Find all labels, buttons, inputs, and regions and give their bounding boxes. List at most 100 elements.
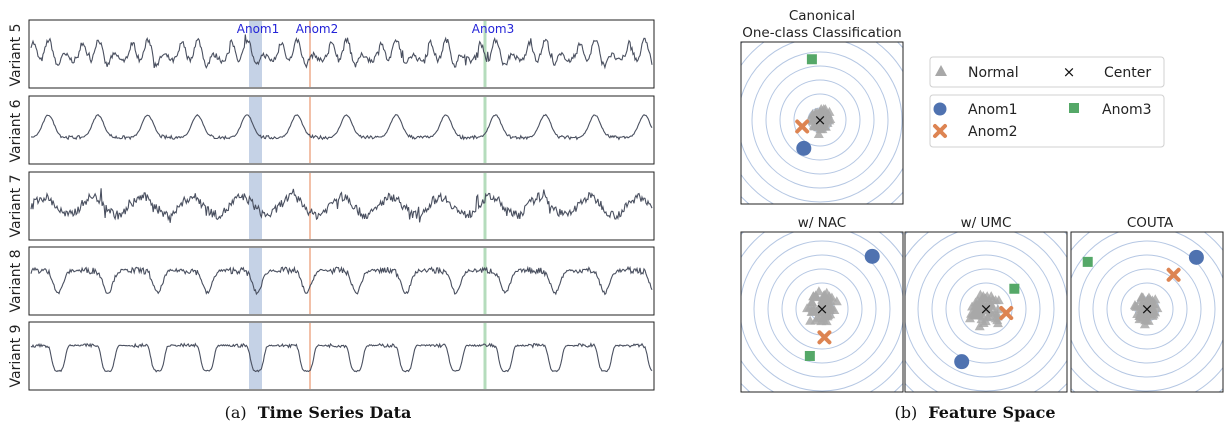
anom3-point [1009, 283, 1020, 294]
anom2-point [795, 119, 810, 134]
variant-panel [28, 95, 655, 165]
hypersphere-ring [1120, 282, 1174, 336]
anom1-band [249, 248, 262, 314]
normal-point [971, 300, 982, 310]
variant-series-line [30, 34, 653, 70]
feature-panel-frame [740, 231, 904, 393]
anom3-point [1082, 256, 1093, 267]
normal-point [1129, 300, 1140, 310]
normal-point [964, 313, 975, 323]
normal-point [817, 110, 828, 120]
variant-frame [28, 321, 655, 391]
normal-point [810, 291, 821, 301]
variant-panel [28, 321, 655, 391]
caption-a-title: Time Series Data [258, 403, 412, 422]
normal-point [984, 305, 995, 315]
panel-umc-title: w/ UMC [961, 215, 1012, 231]
normal-point [824, 299, 835, 309]
time-series-plot [28, 19, 655, 391]
hypersphere-ring [945, 268, 1027, 350]
hypersphere-ring [767, 254, 877, 364]
normal-point [986, 298, 997, 308]
center-marker: × [816, 300, 829, 318]
legend-box-top [929, 56, 1165, 88]
hypersphere-ring [917, 240, 1055, 378]
normal-point [984, 311, 995, 321]
hypersphere-ring [1023, 185, 1225, 426]
legend-anom2-marker [933, 124, 947, 138]
hypersphere-ring [1092, 254, 1202, 364]
anom3-point [804, 350, 815, 361]
variant-panel [28, 19, 655, 89]
variant-8-label: Variant 8 [8, 249, 24, 312]
anom1-band [249, 323, 262, 389]
hypersphere-ring [793, 93, 847, 147]
legend-box-bottom [929, 94, 1165, 148]
normal-point [824, 106, 835, 116]
feature-panel-frame [904, 231, 1068, 393]
variant-frame [28, 171, 655, 241]
caption-b-prefix: (b) [894, 403, 917, 422]
normal-point [1136, 303, 1147, 313]
anom2-point [1166, 267, 1181, 282]
normal-point [813, 286, 824, 296]
variant-panel [28, 171, 655, 241]
normal-point [1134, 314, 1145, 324]
hypersphere-ring [1106, 268, 1188, 350]
anom1-band [249, 21, 262, 87]
center-marker: × [980, 300, 993, 318]
anom1-point [864, 248, 880, 264]
anom2-point [999, 306, 1014, 321]
normal-point [806, 306, 817, 316]
panel-canonical-title-2: One-class Classification [742, 25, 902, 41]
normal-point [813, 128, 824, 138]
variant-series-line [30, 265, 653, 296]
hypersphere-ring [751, 51, 889, 189]
variant-frame [28, 246, 655, 316]
caption-a: (a) Time Series Data [225, 403, 412, 422]
variant-series-line [30, 188, 653, 223]
legend-normal-label: Normal [968, 65, 1019, 81]
normal-point [821, 316, 832, 326]
legend-center-marker: × [1063, 63, 1076, 81]
variant-series-line [31, 113, 653, 141]
normal-point [992, 318, 1003, 328]
feature-panel: × [740, 41, 904, 205]
normal-point [823, 310, 834, 320]
anom1-point [1188, 249, 1204, 265]
normal-point [812, 312, 823, 322]
caption-a-prefix: (a) [225, 403, 247, 422]
variant-series-line [30, 342, 653, 373]
panel-canonical-title-1: Canonical [789, 8, 855, 24]
normal-point [819, 292, 830, 302]
legend-anom2-label: Anom2 [968, 124, 1018, 140]
anom3-point [806, 54, 817, 65]
normal-point [1148, 298, 1159, 308]
hypersphere-ring [779, 79, 861, 161]
legend-anom3-marker [1069, 103, 1079, 113]
caption-b: (b) Feature Space [894, 403, 1055, 422]
anom1-point [954, 354, 970, 370]
hypersphere-ring [741, 232, 903, 392]
anom1-annotation: Anom1 [237, 22, 279, 36]
center-marker: × [814, 111, 827, 129]
legend-anom1-label: Anom1 [968, 102, 1018, 118]
normal-point [974, 321, 985, 331]
legend: Normal × Center Anom1 Anom2 Anom3 [929, 56, 1165, 148]
normal-point [825, 114, 836, 124]
normal-point [973, 310, 984, 320]
legend-anom1-marker [933, 102, 947, 116]
variant-6-label: Variant 6 [8, 99, 24, 162]
feature-space-plot: × × × × [740, 41, 1225, 426]
anom2-annotation: Anom2 [296, 22, 338, 36]
hypersphere-ring [931, 254, 1041, 364]
panel-couta-title: COUTA [1127, 215, 1174, 231]
anom3-annotation: Anom3 [472, 22, 514, 36]
normal-point [807, 116, 818, 126]
panel-nac-title: w/ NAC [798, 215, 846, 231]
caption-b-title: Feature Space [928, 403, 1055, 422]
normal-point [1141, 308, 1152, 318]
normal-point [814, 302, 825, 312]
normal-point [978, 290, 989, 300]
anom1-point [796, 140, 812, 156]
